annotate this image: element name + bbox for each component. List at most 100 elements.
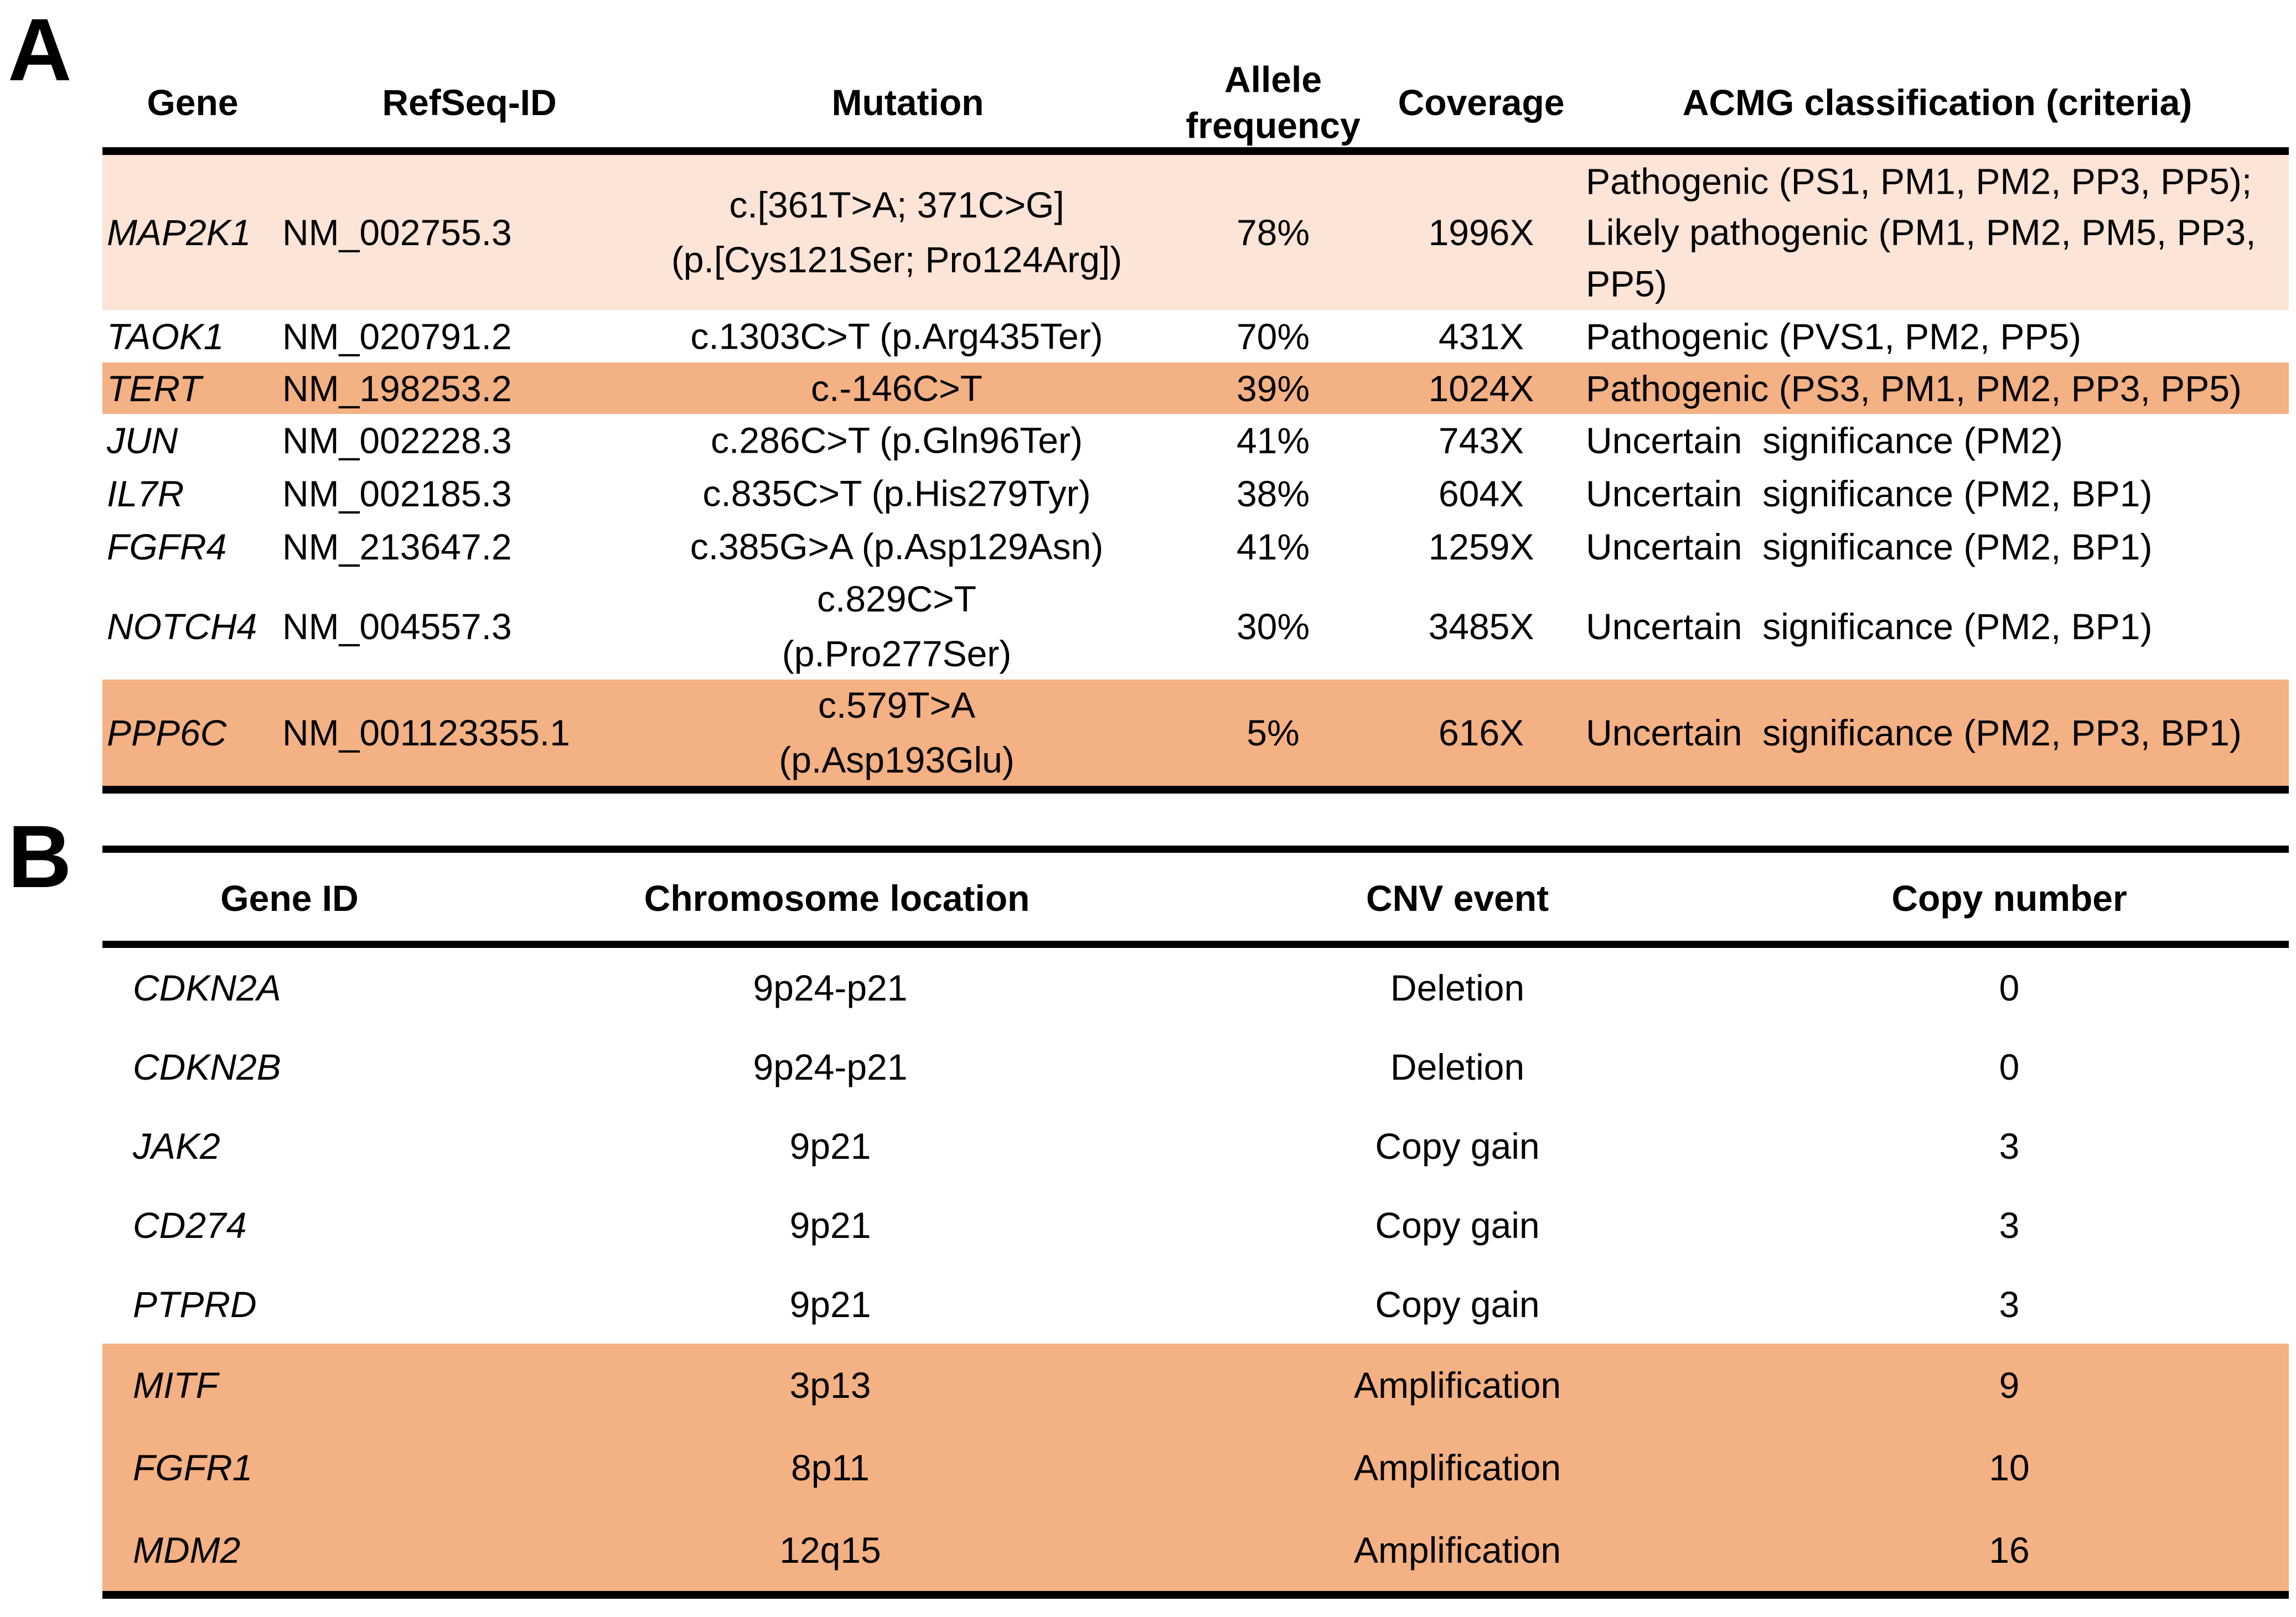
cell-cnv: Deletion bbox=[1390, 967, 1525, 1008]
cell-gene: JUN bbox=[107, 419, 178, 461]
table-a-row: NOTCH4 NM_004557.3 c.829C>T (p.Pro277Ser) 3… bbox=[102, 573, 2289, 680]
cell-refseq: NM_213647.2 bbox=[282, 526, 512, 567]
cell-allele: 41% bbox=[1236, 526, 1310, 567]
cell-chrom: 9p21 bbox=[789, 1125, 871, 1167]
cell-acmg: Uncertain significance (PM2) bbox=[1586, 419, 2063, 461]
cell-chrom: 9p24-p21 bbox=[753, 1046, 908, 1087]
col-header-acmg: ACMG classification (criteria) bbox=[1682, 81, 2192, 123]
cell-gene: FGFR1 bbox=[133, 1447, 253, 1488]
col-header-coverage: Coverage bbox=[1398, 81, 1565, 123]
table-a-row: MAP2K1 NM_002755.3 c.[361T>A; 371C>G] (p.[… bbox=[102, 155, 2289, 310]
cell-coverage: 431X bbox=[1438, 315, 1524, 357]
cell-allele: 30% bbox=[1236, 605, 1310, 647]
table-a-row: JUN NM_002228.3 c.286C>T (p.Gln96Ter) 41% 74… bbox=[102, 414, 2289, 467]
cell-cnv: Amplification bbox=[1353, 1447, 1561, 1488]
cell-acmg: Uncertain significance (PM2, PP3, BP1) bbox=[1586, 712, 2242, 753]
cell-gene: MDM2 bbox=[133, 1529, 241, 1571]
cell-chrom: 9p21 bbox=[789, 1204, 871, 1246]
cell-gene: CDKN2B bbox=[133, 1046, 281, 1087]
table-a-row: TAOK1 NM_020791.2 c.1303C>T (p.Arg435Ter) 7… bbox=[102, 310, 2289, 362]
cell-copy: 0 bbox=[1999, 1046, 2020, 1087]
cell-coverage: 1996X bbox=[1428, 211, 1534, 253]
cell-copy: 3 bbox=[1999, 1125, 2020, 1167]
cell-coverage: 1024X bbox=[1428, 367, 1534, 409]
table-b-row: MITF 3p13 Amplification 9 bbox=[102, 1344, 2289, 1426]
col-header-copy-number: Copy number bbox=[1891, 877, 2127, 919]
cell-coverage: 743X bbox=[1438, 419, 1524, 461]
cell-coverage: 1259X bbox=[1428, 526, 1534, 567]
cell-refseq: NM_002755.3 bbox=[282, 211, 512, 253]
cell-cnv: Amplification bbox=[1353, 1364, 1561, 1406]
cell-allele: 78% bbox=[1236, 211, 1310, 253]
cell-refseq: NM_002185.3 bbox=[282, 473, 512, 514]
cell-cnv: Amplification bbox=[1353, 1529, 1561, 1571]
table-b-row: FGFR1 8p11 Amplification 10 bbox=[102, 1426, 2289, 1509]
cell-copy: 3 bbox=[1999, 1283, 2020, 1325]
cell-acmg: Pathogenic (PS1, PM1, PM2, PP3, PP5); Li… bbox=[1586, 160, 2256, 304]
table-b-row: MDM2 12q15 Amplification 16 bbox=[102, 1509, 2289, 1591]
col-header-allele-frequency: Allele frequency bbox=[1186, 59, 1361, 146]
cell-gene: IL7R bbox=[107, 473, 184, 514]
cell-gene: CD274 bbox=[133, 1204, 247, 1246]
cell-mutation: c.385G>A (p.Asp129Asn) bbox=[690, 526, 1104, 567]
cell-cnv: Deletion bbox=[1390, 1046, 1525, 1087]
cell-gene: MAP2K1 bbox=[107, 211, 251, 253]
col-header-refseq: RefSeq-ID bbox=[382, 81, 557, 123]
table-b-bottom-rule bbox=[102, 1591, 2289, 1599]
cell-chrom: 8p11 bbox=[791, 1447, 870, 1488]
cell-gene: CDKN2A bbox=[133, 967, 281, 1008]
table-a-top-rule bbox=[102, 147, 2289, 155]
cell-cnv: Copy gain bbox=[1375, 1204, 1540, 1246]
table-a-row: TERT NM_198253.2 c.-146C>T 39% 1024X Pathogen… bbox=[102, 362, 2289, 414]
cell-allele: 38% bbox=[1236, 473, 1310, 514]
cell-mutation: c.579T>A (p.Asp193Glu) bbox=[779, 685, 1015, 780]
cell-gene: MITF bbox=[133, 1364, 218, 1406]
cell-gene: PTPRD bbox=[133, 1283, 257, 1325]
cell-copy: 9 bbox=[1999, 1364, 2020, 1406]
col-header-mutation: Mutation bbox=[831, 81, 984, 123]
cell-acmg: Uncertain significance (PM2, BP1) bbox=[1586, 473, 2153, 514]
cell-acmg: Uncertain significance (PM2, BP1) bbox=[1586, 605, 2153, 647]
table-b-row: JAK2 9p21 Copy gain 3 bbox=[102, 1106, 2289, 1185]
table-b-header-rule bbox=[102, 941, 2289, 948]
cell-mutation: c.835C>T (p.His279Tyr) bbox=[702, 473, 1091, 514]
table-b-top-rule bbox=[102, 846, 2289, 853]
col-header-chromosome-location: Chromosome location bbox=[644, 877, 1030, 919]
table-a-bottom-rule bbox=[102, 786, 2289, 794]
cell-copy: 0 bbox=[1999, 967, 2020, 1008]
col-header-gene: Gene bbox=[147, 81, 239, 123]
cell-mutation: c.1303C>T (p.Arg435Ter) bbox=[690, 315, 1103, 356]
cell-mutation: c.[361T>A; 371C>G] (p.[Cys121Ser; Pro124… bbox=[671, 184, 1123, 280]
cell-chrom: 9p24-p21 bbox=[753, 967, 908, 1008]
cell-cnv: Copy gain bbox=[1375, 1125, 1540, 1167]
cell-gene: TAOK1 bbox=[107, 315, 224, 357]
cell-mutation: c.829C>T (p.Pro277Ser) bbox=[782, 578, 1012, 674]
cell-acmg: Pathogenic (PS3, PM1, PM2, PP3, PP5) bbox=[1586, 367, 2242, 409]
cell-refseq: NM_002228.3 bbox=[282, 419, 512, 461]
cell-allele: 5% bbox=[1247, 712, 1300, 753]
table-a-row: FGFR4 NM_213647.2 c.385G>A (p.Asp129Asn) 41… bbox=[102, 520, 2289, 573]
col-header-cnv-event: CNV event bbox=[1366, 877, 1549, 919]
cell-refseq: NM_020791.2 bbox=[282, 315, 512, 357]
cell-mutation: c.-146C>T bbox=[811, 367, 982, 408]
cell-copy: 16 bbox=[1989, 1529, 2030, 1571]
table-b-row: CD274 9p21 Copy gain 3 bbox=[102, 1185, 2289, 1264]
col-header-gene-id: Gene ID bbox=[220, 877, 359, 919]
cell-acmg: Pathogenic (PVS1, PM2, PP5) bbox=[1586, 315, 2082, 357]
cell-refseq: NM_198253.2 bbox=[282, 367, 512, 409]
cell-refseq: NM_001123355.1 bbox=[282, 712, 570, 753]
cell-copy: 10 bbox=[1989, 1447, 2030, 1488]
table-a-row: IL7R NM_002185.3 c.835C>T (p.His279Tyr) 38%… bbox=[102, 467, 2289, 520]
cell-coverage: 604X bbox=[1438, 473, 1524, 514]
cell-refseq: NM_004557.3 bbox=[282, 605, 512, 647]
cell-cnv: Copy gain bbox=[1375, 1283, 1540, 1325]
cell-gene: PPP6C bbox=[107, 712, 227, 753]
cell-gene: FGFR4 bbox=[107, 526, 227, 567]
cell-gene: JAK2 bbox=[133, 1125, 220, 1167]
cell-allele: 70% bbox=[1236, 315, 1310, 357]
cell-chrom: 9p21 bbox=[789, 1283, 871, 1325]
table-b-row: CDKN2B 9p24-p21 Deletion 0 bbox=[102, 1027, 2289, 1106]
cell-gene: NOTCH4 bbox=[107, 605, 257, 647]
cell-allele: 39% bbox=[1236, 367, 1310, 409]
